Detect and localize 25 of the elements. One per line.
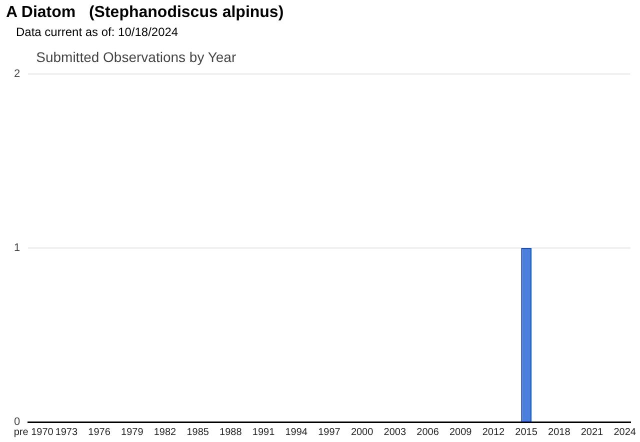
x-tick-label: 1985 [186, 426, 210, 438]
x-tick-label: 2024 [614, 426, 636, 438]
x-tick-label: pre 1970 [14, 426, 54, 438]
x-tick-label: 2015 [515, 426, 538, 438]
x-tick-label: 2006 [416, 426, 440, 438]
y-tick-label: 2 [14, 68, 20, 80]
x-tick-label: 2009 [449, 426, 472, 438]
x-tick-label: 1973 [55, 426, 78, 438]
x-tick-label: 2012 [482, 426, 506, 438]
x-tick-label: 1991 [252, 426, 276, 438]
x-tick-label: 1988 [220, 426, 242, 438]
x-tick-label: 1994 [285, 426, 308, 438]
x-tick-label: 1997 [318, 426, 341, 438]
x-tick-label: 2021 [580, 426, 604, 438]
y-tick-label: 0 [14, 416, 20, 428]
x-tick-label: 1982 [154, 426, 177, 438]
chart-title: A Diatom (Stephanodiscus alpinus) [6, 4, 284, 22]
x-tick-label: 1979 [121, 426, 144, 438]
x-tick-label: 2018 [548, 426, 571, 438]
y-tick-label: 1 [14, 242, 20, 254]
x-tick-label: 2000 [350, 426, 374, 438]
x-tick-label: 2003 [384, 426, 406, 438]
x-tick-label: 1976 [88, 426, 111, 438]
chart-subtitle: Data current as of: 10/18/2024 [16, 25, 178, 39]
text: Submitted Observations by Year [36, 49, 236, 65]
